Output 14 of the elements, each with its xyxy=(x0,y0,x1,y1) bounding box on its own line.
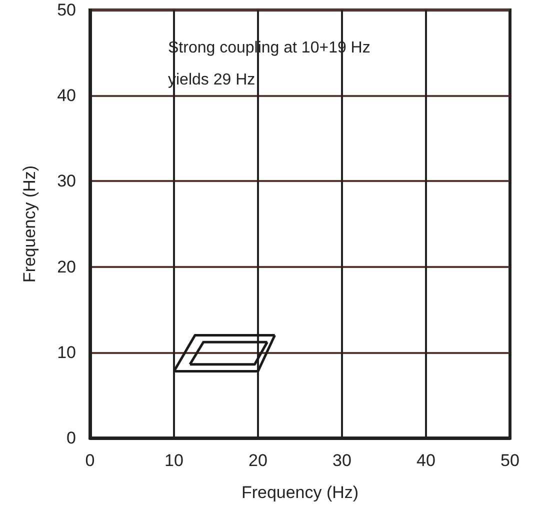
y-tick-label: 40 xyxy=(57,86,76,106)
x-tick-label: 0 xyxy=(85,451,95,470)
x-axis-title: Frequency (Hz) xyxy=(241,483,359,502)
y-tick-label: 50 xyxy=(57,0,76,20)
x-tick-label: 20 xyxy=(248,451,268,470)
y-axis-title: Frequency (Hz) xyxy=(20,165,39,283)
y-tick-label: 0 xyxy=(66,428,76,448)
y-tick-label: 20 xyxy=(57,257,76,276)
y-tick-label: 10 xyxy=(57,342,76,362)
x-tick-label: 50 xyxy=(500,451,520,470)
x-tick-label: 30 xyxy=(332,451,352,470)
y-tick-label: 30 xyxy=(57,172,76,191)
x-tick-label: 10 xyxy=(164,451,184,470)
x-tick-label: 40 xyxy=(416,451,436,470)
